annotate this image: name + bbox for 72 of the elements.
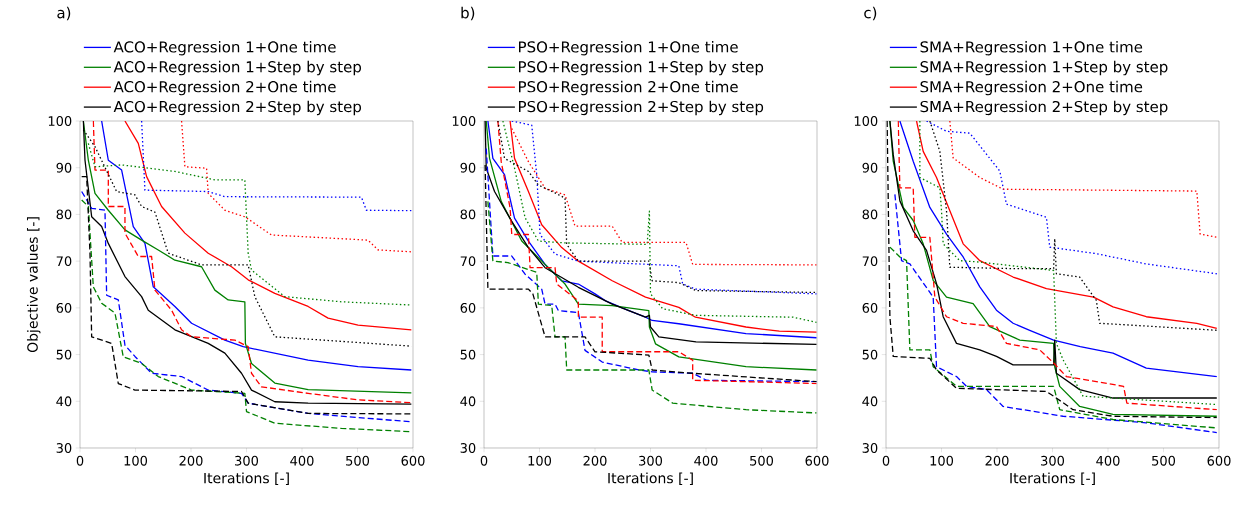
y-tick-label: 90: [460, 162, 476, 173]
y-tick-label: 50: [56, 349, 72, 360]
legend-label: SMA+Regression 2+Step by step: [920, 100, 1168, 116]
line-series: [180, 121, 412, 253]
y-tick-label: 80: [460, 209, 476, 220]
x-tick-label: 200: [583, 455, 607, 466]
y-tick-label: 90: [56, 162, 72, 173]
legend-label: PSO+Regression 1+Step by step: [519, 60, 764, 76]
text: b): [461, 6, 475, 21]
x-axis-title: Iterations [-]: [1010, 472, 1095, 485]
y-tick-label: 50: [460, 349, 476, 360]
legend-label: ACO+Regression 2+One time: [113, 80, 336, 96]
x-tick-label: 100: [124, 455, 148, 466]
y-tick-label: 90: [862, 162, 878, 173]
x-tick-label: 0: [76, 455, 84, 466]
y-tick-label: 30: [56, 443, 72, 453]
line-series: [487, 200, 818, 414]
y-tick-label: 80: [56, 209, 72, 220]
x-tick-label: 500: [750, 455, 774, 466]
y-tick-label: 30: [862, 443, 878, 453]
x-tick-label: 500: [1152, 455, 1176, 466]
y-tick-label: 50: [862, 349, 878, 360]
x-tick-label: 400: [694, 455, 718, 466]
legend-label: PSO+Regression 2+One time: [519, 80, 738, 96]
line-series: [124, 121, 412, 331]
x-tick-label: 300: [235, 455, 259, 466]
x-tick-label: 400: [290, 455, 314, 466]
x-tick-label: 100: [528, 455, 552, 466]
x-axis-title: Iterations [-]: [608, 472, 693, 485]
y-tick-label: 60: [56, 302, 72, 313]
legend-label: SMA+Regression 1+Step by step: [920, 60, 1168, 76]
legend-label: PSO+Regression 1+One time: [519, 40, 738, 56]
legend-label: SMA+Regression 2+One time: [920, 80, 1143, 96]
x-tick-label: 600: [401, 455, 425, 466]
y-tick-label: 60: [460, 302, 476, 313]
x-tick-label: 100: [930, 455, 954, 466]
line-series: [889, 246, 1218, 429]
y-tick-label: 70: [56, 256, 72, 267]
x-tick-label: 200: [985, 455, 1009, 466]
legend-label: SMA+Regression 1+One time: [920, 40, 1143, 56]
line-series: [894, 193, 1218, 434]
y-tick-label: 40: [862, 396, 878, 407]
line-series: [949, 121, 1218, 238]
legend-label: ACO+Regression 1+Step by step: [113, 60, 362, 76]
y-tick-label: 80: [862, 209, 878, 220]
x-axis-title: Iterations [-]: [204, 472, 289, 485]
x-tick-label: 300: [1041, 455, 1065, 466]
y-tick-label: 60: [862, 302, 878, 313]
x-tick-label: 200: [179, 455, 203, 466]
y-tick-label: 100: [452, 116, 476, 126]
y-tick-label: 100: [48, 116, 72, 126]
x-tick-label: 500: [346, 455, 370, 466]
text: c): [864, 6, 877, 21]
y-tick-label: 100: [854, 116, 878, 126]
y-axis-title: Objective values [-]: [26, 217, 41, 353]
line-series: [925, 121, 1218, 275]
y-tick-label: 70: [460, 256, 476, 267]
y-tick-label: 30: [460, 443, 476, 453]
legend-label: ACO+Regression 1+One time: [113, 40, 336, 56]
y-tick-label: 40: [460, 396, 476, 407]
legend-label: ACO+Regression 2+Step by step: [113, 100, 362, 116]
text: a): [57, 6, 71, 21]
line-series: [140, 121, 412, 212]
legend-label: PSO+Regression 2+Step by step: [519, 100, 764, 116]
x-tick-label: 0: [882, 455, 890, 466]
x-tick-label: 400: [1096, 455, 1120, 466]
y-tick-label: 40: [56, 396, 72, 407]
x-tick-label: 600: [1207, 455, 1231, 466]
x-tick-label: 300: [639, 455, 663, 466]
x-tick-label: 600: [805, 455, 829, 466]
y-tick-label: 70: [862, 256, 878, 267]
x-tick-label: 0: [480, 455, 488, 466]
